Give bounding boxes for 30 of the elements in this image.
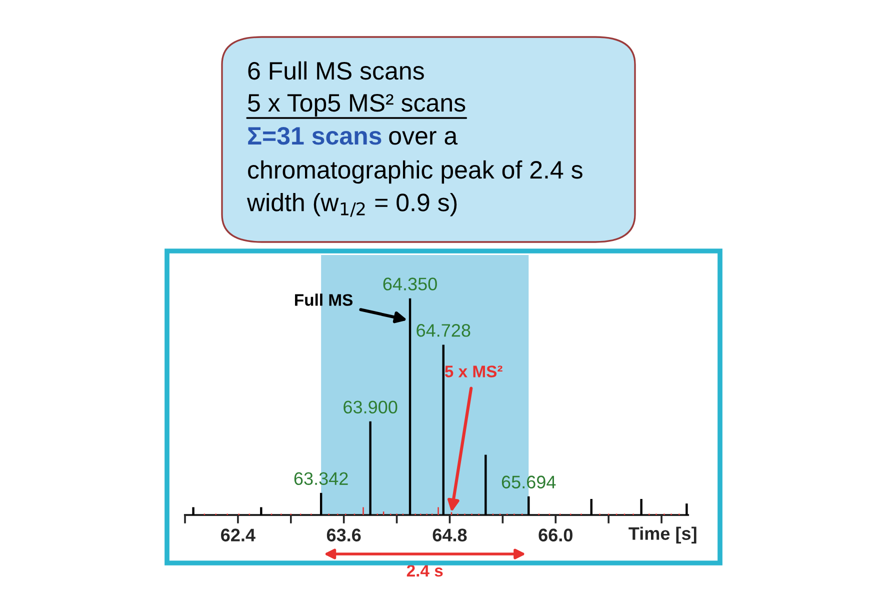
text: 5 x Top5 MS² scans [248, 94, 466, 117]
bar [686, 504, 688, 515]
annotation: 64.350 [383, 278, 437, 290]
annotation: 63.342 [294, 472, 348, 485]
x-tick-label: 62.4 [221, 528, 256, 542]
text: over a [389, 131, 458, 145]
annotation: 5 x MS² [444, 366, 502, 378]
bar [260, 507, 262, 515]
text: 6 Full MS scans [248, 61, 424, 80]
bar [320, 492, 322, 515]
text: chromatographic peak of 2.4 s [248, 160, 582, 184]
bar [192, 507, 194, 515]
bar [408, 298, 412, 515]
x-tick-label: 63.6 [326, 528, 361, 542]
annotation: 65.694 [502, 476, 556, 488]
text: Σ=31 scans [248, 127, 382, 145]
bar [590, 498, 592, 515]
text: width (w$_{1/2}$ = 0.9 s) [246, 193, 457, 217]
x-tick-label: 64.8 [432, 528, 467, 542]
bar [528, 496, 530, 515]
annotation: 63.900 [344, 400, 398, 414]
bar [369, 421, 372, 515]
annotation: 64.728 [416, 324, 470, 337]
bar [640, 498, 642, 515]
bar [442, 344, 444, 515]
x-tick-label: 66.0 [538, 528, 572, 542]
band-label: 2.4 s [406, 564, 443, 577]
annotation: Full MS [295, 294, 353, 306]
x-axis-title: Time [s] [628, 526, 696, 544]
bar [484, 454, 487, 515]
